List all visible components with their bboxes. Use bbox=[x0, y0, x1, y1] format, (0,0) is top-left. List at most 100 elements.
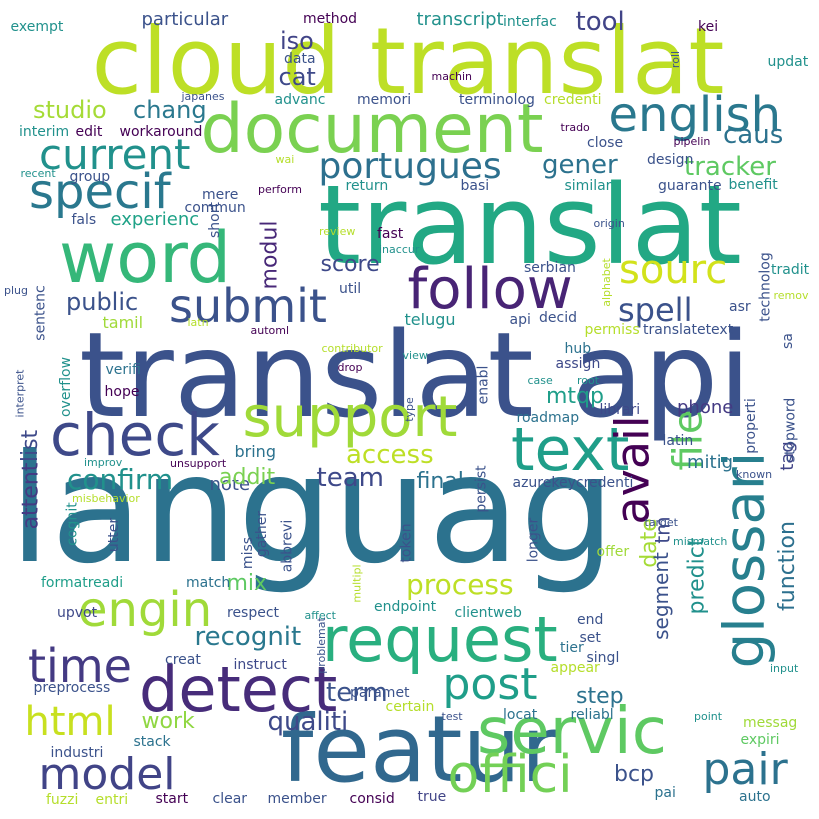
word-check: check bbox=[50, 401, 220, 469]
word-step: step bbox=[576, 684, 624, 709]
word-improv: improv bbox=[84, 455, 123, 469]
word-properti: properti bbox=[742, 398, 759, 454]
word-bcp: bcp bbox=[614, 762, 655, 787]
word-submit: submit bbox=[169, 279, 327, 333]
word-perform: perform bbox=[258, 182, 302, 196]
word-term: term bbox=[326, 678, 388, 708]
word-recent: recent bbox=[20, 166, 56, 180]
word-commun: commun bbox=[184, 200, 246, 216]
word-document: document bbox=[200, 90, 544, 169]
word-hope: hope bbox=[104, 384, 140, 400]
word-team: team bbox=[316, 463, 384, 493]
word-bring: bring bbox=[234, 442, 276, 461]
word-engin: engin bbox=[78, 582, 213, 638]
word-certain: certain bbox=[385, 699, 435, 715]
word-upvot: upvot bbox=[57, 605, 98, 621]
word-return: return bbox=[345, 178, 389, 194]
word-edit: edit bbox=[75, 124, 103, 140]
word-glossari: glossari bbox=[711, 451, 777, 669]
word-pai: pai bbox=[654, 785, 676, 801]
word-locat: locat bbox=[503, 707, 538, 723]
word-trado: trado bbox=[560, 120, 590, 134]
word-basi: basi bbox=[460, 178, 490, 194]
word-kei: kei bbox=[698, 19, 719, 35]
word-messag: messag bbox=[743, 715, 798, 731]
word-consid: consid bbox=[349, 791, 395, 807]
word-telugu: telugu bbox=[404, 310, 456, 329]
word-fals: fals bbox=[71, 212, 97, 228]
word-set: set bbox=[579, 630, 601, 646]
word-util: util bbox=[339, 281, 362, 297]
word-entri: entri bbox=[95, 792, 129, 808]
word-contributor: contributor bbox=[321, 341, 383, 355]
word-decid: decid bbox=[539, 310, 577, 326]
word-technolog: technolog bbox=[757, 252, 774, 322]
word-follow: follow bbox=[407, 257, 573, 322]
word-data: data bbox=[284, 51, 316, 67]
word-tradit: tradit bbox=[771, 262, 810, 278]
word-detect: detect bbox=[139, 653, 338, 726]
word-latn: latn bbox=[187, 315, 209, 329]
word-type: type bbox=[402, 396, 416, 422]
word-singl: singl bbox=[586, 650, 620, 666]
word-tool: tool bbox=[575, 7, 625, 37]
word-translat-api: translat api bbox=[79, 306, 752, 444]
word-phone: phone bbox=[677, 397, 734, 418]
word-offer: offer bbox=[596, 544, 630, 560]
word-interfac: interfac bbox=[503, 14, 557, 30]
word-servic: servic bbox=[477, 695, 667, 769]
word-recognit: recognit bbox=[194, 622, 302, 652]
word-formatreadi: formatreadi bbox=[41, 575, 124, 591]
word-automl: automl bbox=[250, 323, 290, 337]
word-stack: stack bbox=[133, 734, 171, 750]
word-paramet: paramet bbox=[350, 685, 410, 701]
word-chang: chang bbox=[133, 96, 207, 124]
word-modul: modul bbox=[256, 220, 282, 290]
word-close: close bbox=[587, 135, 624, 151]
word-languag: languag bbox=[9, 423, 616, 597]
word-true: true bbox=[417, 789, 447, 805]
word-hub: hub bbox=[564, 341, 592, 357]
word-score: score bbox=[320, 252, 380, 277]
word-roll: roll bbox=[668, 50, 682, 68]
word-misbehavior: misbehavior bbox=[72, 491, 140, 505]
word-predict: predict bbox=[683, 537, 709, 615]
word-fuzzi: fuzzi bbox=[46, 792, 79, 808]
word-sentenc: sentenc bbox=[32, 285, 49, 341]
word-specif: specif bbox=[29, 164, 171, 220]
word-word: word bbox=[59, 217, 232, 299]
word-input: input bbox=[770, 661, 799, 675]
word-english: english bbox=[608, 87, 782, 143]
word-note: note bbox=[209, 474, 251, 495]
word-gather: gather bbox=[254, 510, 271, 558]
word-serbian: serbian bbox=[524, 260, 576, 276]
word-workaround: workaround bbox=[119, 124, 203, 140]
word-token: token bbox=[398, 523, 415, 563]
word-latin: latin bbox=[662, 433, 694, 449]
word-origin: origin bbox=[593, 216, 625, 230]
word-mix: mix bbox=[226, 571, 268, 596]
word-sa: sa bbox=[779, 333, 796, 349]
word-studio: studio bbox=[33, 96, 107, 124]
word-design: design bbox=[647, 152, 694, 168]
word-end: end bbox=[577, 612, 604, 628]
word-advanc: advanc bbox=[274, 92, 326, 108]
word-translatetext: translatetext bbox=[643, 322, 734, 338]
word-auto: auto bbox=[739, 789, 771, 805]
word-spell: spell bbox=[618, 291, 693, 329]
word-access: access bbox=[346, 440, 434, 470]
word-segment: segment bbox=[648, 552, 673, 640]
word-member: member bbox=[267, 791, 327, 807]
word-interim: interim bbox=[19, 124, 70, 140]
word-current: current bbox=[39, 130, 191, 179]
word-longer: longer bbox=[524, 517, 541, 563]
word-mtqp: mtqp bbox=[546, 384, 604, 409]
word-mitig: mitig bbox=[687, 452, 734, 473]
word-case: case bbox=[527, 373, 553, 387]
word-appear: appear bbox=[550, 660, 600, 676]
word-known: known bbox=[736, 467, 773, 481]
word-memori: memori bbox=[357, 92, 412, 108]
word-utter: utter bbox=[106, 517, 123, 553]
word-azurekeycredenti: azurekeycredenti bbox=[512, 475, 634, 491]
word-industri: industri bbox=[50, 745, 104, 761]
